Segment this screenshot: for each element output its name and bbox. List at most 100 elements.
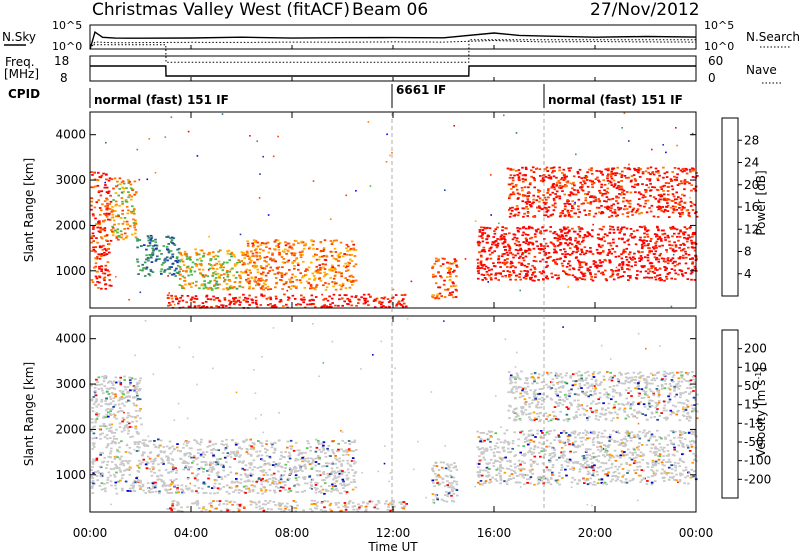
velocity-cell-4 <box>678 465 681 468</box>
power-cell-3 <box>189 270 192 273</box>
power-cell-5 <box>378 300 381 303</box>
power-cell-8 <box>586 202 590 204</box>
power-cell-7 <box>682 257 685 259</box>
power-cell-8 <box>679 213 682 215</box>
velocity-cell-1 <box>196 492 200 494</box>
velocity-cell-3 <box>444 467 448 470</box>
velocity-cell-1 <box>216 458 219 461</box>
power-cell-7 <box>586 231 590 234</box>
power-cell-2 <box>162 245 166 247</box>
power-cell-7 <box>504 274 507 277</box>
power-cell-8 <box>691 167 694 170</box>
velocity-cell-1 <box>212 485 216 488</box>
power-cell-8 <box>570 215 574 218</box>
velocity-cell-1 <box>286 440 290 443</box>
power-cell-3 <box>183 280 186 282</box>
velocity-cell-1 <box>208 439 212 442</box>
velocity-cell-2 <box>215 507 218 510</box>
power-cell-5 <box>346 297 349 300</box>
power-cell-7 <box>634 264 637 267</box>
velocity-cell-2 <box>204 509 208 511</box>
power-cell-2 <box>136 238 139 240</box>
power-cell-7 <box>524 277 528 280</box>
power-cell-7 <box>526 270 529 272</box>
power-cell-0 <box>99 229 102 232</box>
velocity-cell-1 <box>322 449 325 451</box>
velocity-cell-3 <box>434 472 437 475</box>
velocity-cell-1 <box>209 492 212 495</box>
velocity-cell-2 <box>238 503 242 506</box>
velocity-cell-1 <box>271 482 274 484</box>
velocity-cell-1 <box>200 466 203 469</box>
power-cell-8 <box>662 176 665 179</box>
velocity-cell-1 <box>270 446 274 449</box>
velocity-cell-1 <box>196 457 200 459</box>
power-cell-1 <box>130 198 133 201</box>
power-cell-2 <box>154 241 157 244</box>
power-cell-8 <box>542 179 546 182</box>
velocity-cell-1 <box>148 457 152 460</box>
power-cell-7 <box>584 252 588 255</box>
power-cell-7 <box>674 244 678 247</box>
velocity-cell-1 <box>256 467 260 469</box>
power-cell-8 <box>538 200 541 203</box>
velocity-cell-1 <box>199 448 202 451</box>
velocity-cell-1 <box>229 471 233 474</box>
power-cell-0 <box>92 226 95 228</box>
velocity-cell-1 <box>274 463 278 466</box>
power-cell-4 <box>246 242 250 245</box>
power-cell-8 <box>675 198 679 201</box>
velocity-cell-1 <box>342 480 345 483</box>
velocity-cell-1 <box>325 476 328 479</box>
velocity-cell-4 <box>592 467 596 469</box>
power-cell-3 <box>231 267 234 270</box>
power-cell-7 <box>687 246 690 249</box>
velocity-cell-2 <box>194 501 198 504</box>
power-cell-7 <box>647 276 651 279</box>
power-cell-8 <box>610 173 613 175</box>
velocity-cell-3 <box>448 491 452 493</box>
velocity-cell-0 <box>109 414 113 416</box>
velocity-cell-1 <box>202 492 206 494</box>
velocity-cell-1 <box>341 478 345 481</box>
power-cell-4 <box>321 255 324 258</box>
power-cell-7 <box>582 275 585 278</box>
power-cell-4 <box>274 286 277 289</box>
power-cell-7 <box>580 249 584 252</box>
power-cell-8 <box>605 196 609 198</box>
power-cell-7 <box>531 272 535 274</box>
power-cell-8 <box>522 215 525 218</box>
power-cell-1 <box>134 219 137 222</box>
velocity-cell-1 <box>281 456 285 458</box>
power-cell-5 <box>402 298 405 300</box>
power-cell-7 <box>689 226 692 228</box>
velocity-cell-1 <box>239 454 242 457</box>
velocity-cell-0 <box>133 490 136 492</box>
power-cell-7 <box>660 229 664 232</box>
power-cell-7 <box>492 262 495 265</box>
velocity-cell-1 <box>314 438 318 441</box>
power-cell-8 <box>629 180 633 183</box>
power-cell-2 <box>146 245 150 247</box>
velocity-cell-4 <box>506 447 510 450</box>
power-cell-4 <box>319 241 323 243</box>
velocity-cell-1 <box>260 458 263 461</box>
velocity-cell-0 <box>125 444 129 447</box>
power-cell-7 <box>650 267 653 270</box>
velocity-cell-0 <box>92 396 96 398</box>
velocity-cell-2 <box>329 502 333 505</box>
power-cell-4 <box>331 266 335 268</box>
power-cell-7 <box>575 248 579 251</box>
velocity-cell-2 <box>292 500 296 502</box>
velocity-cell-3 <box>447 464 450 467</box>
power-cell-8 <box>662 166 665 169</box>
velocity-cell-1 <box>340 484 344 487</box>
power-cell-7 <box>606 254 609 256</box>
power-cell-8 <box>522 194 525 196</box>
power-cell-7 <box>530 276 533 279</box>
power-cell-7 <box>505 261 509 264</box>
power-cell-0 <box>92 235 95 237</box>
power-cell-5 <box>228 293 232 296</box>
power-noise <box>503 114 505 117</box>
velocity-cell-1 <box>245 485 248 488</box>
